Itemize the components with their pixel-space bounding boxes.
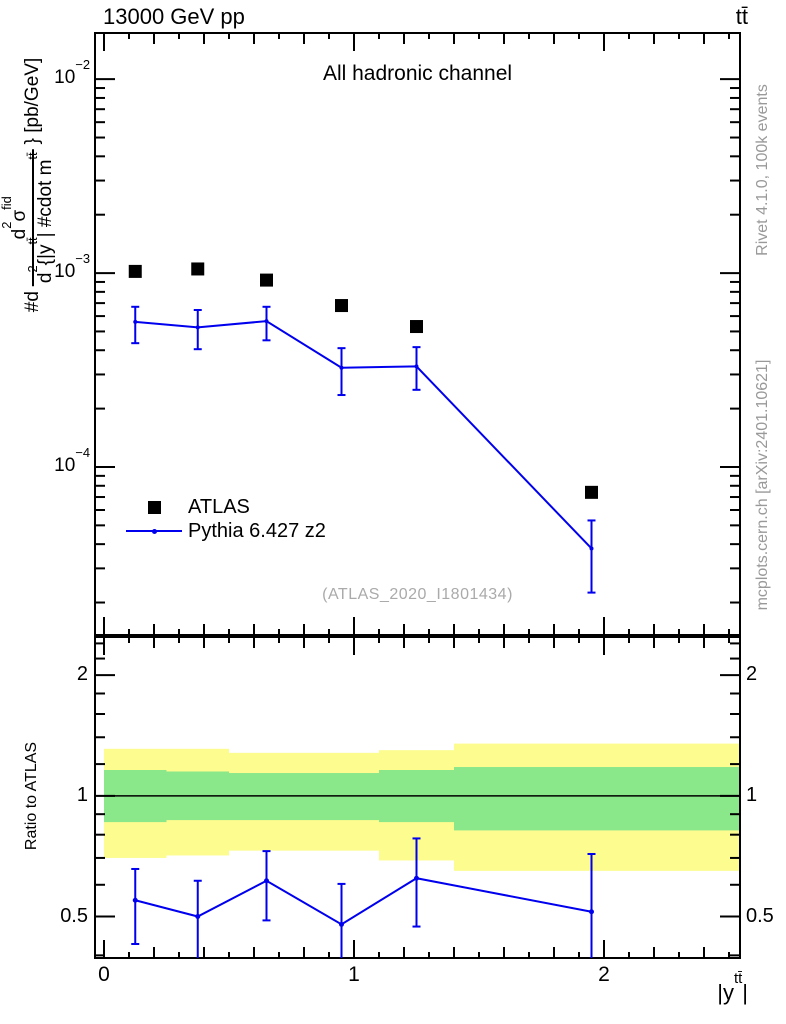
ratio-marker — [195, 914, 201, 920]
ratio-tick-label-left: 0.5 — [60, 904, 88, 927]
main-panel-frame — [94, 32, 741, 636]
x-tick-label: 0 — [98, 963, 110, 986]
legend-label-pythia: Pythia 6.427 z2 — [188, 519, 326, 542]
ratio-tick-label-left: 1 — [76, 783, 88, 806]
atlas-data-point — [260, 273, 273, 287]
pythia-line — [135, 320, 593, 550]
pythia-marker — [195, 325, 200, 330]
rivet-version-note: Rivet 4.1.0, 100k events — [754, 84, 771, 256]
ratio-series — [131, 837, 596, 958]
pythia-marker — [264, 319, 269, 324]
ratio-marker — [589, 909, 594, 915]
mcplots-arxiv-note: mcplots.cern.ch [arXiv:2401.10621] — [754, 359, 771, 611]
x-tick-label: 1 — [348, 963, 360, 986]
legend-item-atlas: ATLAS — [126, 495, 326, 519]
band-green — [454, 767, 740, 831]
ratio-tick-label-right: 2 — [746, 663, 758, 686]
analysis-watermark: (ATLAS_2020_I1801434) — [322, 586, 513, 603]
x-tick-label: 2 — [598, 963, 610, 986]
filled-square-icon — [147, 500, 161, 514]
pythia-marker — [589, 546, 594, 551]
y-main-tick-label: 10−4 — [54, 444, 90, 476]
series-atlas — [128, 262, 598, 499]
uncertainty-bands — [104, 743, 740, 871]
legend-item-pythia: Pythia 6.427 z2 — [126, 519, 326, 543]
ratio-tick-label-right: 1 — [746, 783, 758, 806]
x-axis-title: |ytt̄| — [717, 970, 748, 1005]
series-pythia — [131, 305, 596, 594]
line-marker-icon — [126, 528, 182, 534]
fraction-numerator: d2σfid — [0, 196, 30, 240]
ratio-panel-frame — [94, 636, 741, 959]
ratio-marker — [339, 921, 344, 927]
y-main-tick-label: 10−2 — [54, 56, 90, 89]
legend: ATLAS Pythia 6.427 z2 — [126, 495, 326, 543]
atlas-data-point — [128, 264, 142, 278]
pythia-marker — [414, 364, 419, 369]
pythia-marker — [133, 319, 138, 324]
atlas-data-point — [191, 262, 205, 276]
ratio-tick-label-left: 2 — [76, 663, 88, 686]
y-axis-title-prefix: #d — [22, 291, 43, 313]
axis-ticks — [95, 33, 740, 958]
atlas-marker-swatch — [126, 500, 182, 514]
ratio-marker — [414, 875, 419, 881]
ratio-line — [134, 877, 592, 926]
ratio-marker — [264, 878, 269, 884]
atlas-data-point — [335, 299, 348, 313]
legend-label-atlas: ATLAS — [188, 495, 250, 518]
beam-energy-label: 13000 GeV pp — [103, 4, 245, 29]
channel-title: All hadronic channel — [322, 62, 513, 85]
ratio-marker — [132, 897, 138, 903]
pythia-marker — [339, 365, 344, 370]
pythia-line-swatch — [126, 528, 182, 534]
ratio-tick-label-right: 0.5 — [746, 904, 774, 927]
atlas-data-point — [410, 320, 423, 334]
y-main-tick-label: 10−3 — [54, 250, 90, 283]
atlas-data-point — [585, 485, 598, 499]
process-label: tt̄ — [735, 4, 748, 29]
